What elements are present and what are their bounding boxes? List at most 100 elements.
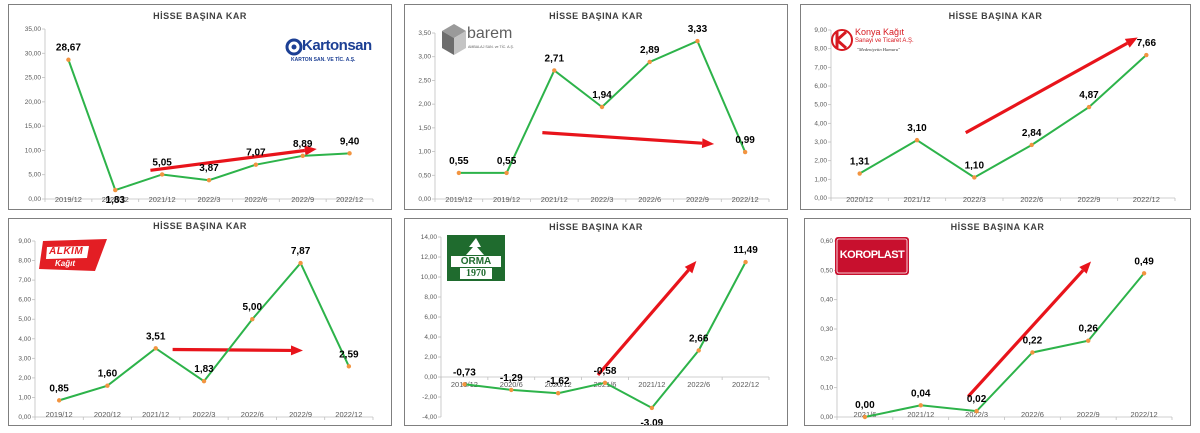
konya-kagit-logo-tagline: "Medeniyetin Hamuru" bbox=[857, 47, 901, 52]
data-point bbox=[1029, 142, 1034, 148]
data-point bbox=[300, 153, 305, 159]
x-tick-label: 2022/6 bbox=[244, 195, 267, 204]
x-tick-label: 2022/3 bbox=[965, 410, 988, 419]
trend-arrow-head bbox=[684, 261, 697, 274]
y-tick-label: 5,00 bbox=[28, 172, 41, 179]
data-point bbox=[918, 403, 923, 408]
x-tick-label: 2022/12 bbox=[1131, 410, 1158, 419]
data-label: 0,26 bbox=[1079, 324, 1099, 335]
data-label: 3,10 bbox=[907, 123, 927, 134]
koroplast-logo-title: KOROPLAST bbox=[839, 249, 905, 261]
y-tick-label: 2,00 bbox=[418, 101, 431, 108]
data-point bbox=[56, 398, 62, 403]
data-point bbox=[462, 382, 467, 387]
y-tick-label: 15,00 bbox=[25, 123, 42, 130]
chart-1: HİSSE BAŞINA KAR 0,00 0,50 1,00 1,50 2,00 2,50… bbox=[418, 11, 770, 204]
panel-alkim-kagit: HİSSE BAŞINA KAR 0,00 1,00 2,00 3,00 4,00 5,00… bbox=[8, 218, 392, 426]
data-point bbox=[599, 104, 605, 110]
kartonsan-logo: Kartonsan KARTON SAN. VE TİC. A.Ş. bbox=[285, 33, 372, 69]
y-tick-label: -2,00 bbox=[422, 394, 437, 401]
trend-arrow bbox=[964, 41, 1129, 135]
alkim-kagit-logo: ALKİM Kağıt bbox=[37, 237, 109, 273]
y-tick-label: 0,50 bbox=[418, 172, 431, 179]
data-point bbox=[1086, 338, 1091, 343]
x-tick-label: 2022/12 bbox=[1133, 195, 1160, 204]
data-label: 2,59 bbox=[339, 349, 359, 360]
data-label: 3,51 bbox=[146, 331, 166, 342]
data-label: 7,66 bbox=[1137, 38, 1157, 49]
data-point bbox=[153, 346, 158, 351]
x-tick-label: 2022/9 bbox=[1077, 410, 1100, 419]
data-point bbox=[555, 391, 561, 396]
data-label: -0,58 bbox=[594, 366, 617, 377]
data-point bbox=[972, 175, 977, 180]
data-point bbox=[206, 178, 212, 183]
y-tick-label: 1,00 bbox=[18, 394, 31, 401]
y-tick-label: 6,00 bbox=[424, 314, 437, 321]
data-label: 0,04 bbox=[911, 388, 931, 399]
barem-logo-mark bbox=[442, 24, 466, 55]
barem-logo-title: barem bbox=[467, 25, 513, 42]
x-tick-label: 2022/6 bbox=[241, 410, 264, 419]
x-tick-label: 2021/12 bbox=[142, 410, 169, 419]
trend-arrow bbox=[596, 269, 690, 377]
panel-konya-kagit: HİSSE BAŞINA KAR 0,00 1,00 2,00 3,00 4,00 5,00… bbox=[800, 4, 1191, 210]
chart-0: HİSSE BAŞINA KAR 0,00 5,00 10,00 15,00 20,00 2… bbox=[25, 11, 374, 206]
x-tick-label: 2022/12 bbox=[732, 195, 759, 204]
data-label: 1,60 bbox=[98, 369, 118, 380]
kartonsan-logo-mark bbox=[285, 38, 303, 56]
x-tick-label: 2019/12 bbox=[493, 195, 520, 204]
y-tick-label: 30,00 bbox=[25, 50, 42, 57]
data-point bbox=[346, 364, 352, 369]
panel-barem: HİSSE BAŞINA KAR 0,00 0,50 1,00 1,50 2,00 2,50… bbox=[404, 4, 788, 210]
data-label: 9,40 bbox=[340, 136, 360, 147]
data-point bbox=[509, 387, 514, 393]
data-label: 2,71 bbox=[545, 53, 565, 64]
x-tick-label: 2022/3 bbox=[198, 195, 221, 204]
data-label: 3,87 bbox=[199, 163, 219, 174]
data-label: 3,33 bbox=[688, 24, 708, 35]
x-tick-label: 2021/6 bbox=[853, 410, 876, 419]
trend-arrow bbox=[967, 269, 1085, 398]
trend-arrow-head bbox=[1079, 261, 1092, 274]
data-point bbox=[1144, 52, 1149, 58]
y-tick-label: 7,00 bbox=[18, 277, 31, 284]
trend-arrow bbox=[172, 347, 291, 353]
y-tick-label: 4,00 bbox=[814, 120, 827, 127]
koroplast-logo-mark bbox=[835, 237, 909, 275]
data-point bbox=[696, 348, 701, 353]
y-tick-label: 8,00 bbox=[424, 294, 437, 301]
chart-title: HİSSE BAŞINA KAR bbox=[949, 11, 1043, 21]
y-tick-label: 0,20 bbox=[820, 355, 833, 362]
data-point bbox=[201, 379, 207, 384]
kartonsan-logo-subtitle: KARTON SAN. VE TİC. A.Ş. bbox=[291, 57, 356, 63]
data-label: 7,07 bbox=[246, 148, 266, 159]
trend-arrow-head bbox=[290, 345, 303, 356]
data-point bbox=[456, 170, 462, 176]
x-tick-label: 2019/12 bbox=[55, 195, 82, 204]
data-point bbox=[552, 68, 557, 73]
y-tick-label: 2,00 bbox=[424, 354, 437, 361]
data-label: 2,66 bbox=[689, 333, 709, 344]
x-tick-label: 2021/12 bbox=[903, 195, 930, 204]
data-point bbox=[649, 405, 655, 411]
data-label: 1,83 bbox=[106, 195, 126, 206]
y-tick-label: 1,00 bbox=[418, 149, 431, 156]
x-tick-label: 2020/12 bbox=[545, 380, 572, 389]
data-point bbox=[1086, 104, 1092, 110]
x-tick-label: 2019/12 bbox=[46, 410, 73, 419]
chart-title: HİSSE BAŞINA KAR bbox=[153, 11, 247, 21]
trend-arrow-head bbox=[1124, 37, 1138, 48]
y-tick-label: 0,40 bbox=[820, 297, 833, 304]
y-tick-label: 7,00 bbox=[814, 64, 827, 71]
data-label: -3,09 bbox=[640, 418, 663, 425]
chart-title: HİSSE BAŞINA KAR bbox=[153, 221, 247, 231]
y-tick-label: 25,00 bbox=[25, 75, 42, 82]
x-tick-label: 2022/9 bbox=[686, 195, 709, 204]
y-tick-label: 14,00 bbox=[421, 234, 438, 241]
x-tick-label: 2021/12 bbox=[638, 380, 665, 389]
y-tick-label: 3,00 bbox=[418, 54, 431, 61]
y-tick-label: 5,00 bbox=[814, 102, 827, 109]
data-point bbox=[250, 317, 255, 322]
y-tick-label: 6,00 bbox=[814, 83, 827, 90]
